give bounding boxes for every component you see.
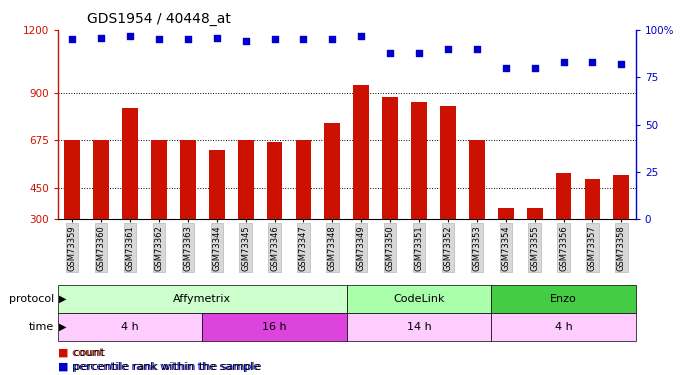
Bar bbox=[354, 85, 369, 282]
Point bbox=[558, 59, 569, 65]
Bar bbox=[58, 313, 203, 341]
Point bbox=[269, 36, 280, 42]
Point bbox=[443, 46, 454, 52]
Bar bbox=[296, 141, 311, 282]
Point bbox=[616, 61, 627, 67]
Bar bbox=[613, 175, 629, 282]
Bar bbox=[58, 285, 347, 313]
Text: CodeLink: CodeLink bbox=[393, 294, 445, 304]
Bar bbox=[347, 285, 492, 313]
Point bbox=[154, 36, 165, 42]
Text: Affymetrix: Affymetrix bbox=[173, 294, 231, 304]
Bar bbox=[498, 208, 513, 282]
Bar bbox=[93, 141, 109, 282]
Text: percentile rank within the sample: percentile rank within the sample bbox=[70, 363, 261, 372]
Point bbox=[67, 36, 78, 42]
Point bbox=[240, 38, 251, 44]
Text: protocol: protocol bbox=[9, 294, 54, 304]
Bar bbox=[180, 141, 196, 282]
Bar bbox=[238, 141, 254, 282]
Bar bbox=[209, 150, 224, 282]
Text: 4 h: 4 h bbox=[555, 322, 573, 332]
Text: Enzo: Enzo bbox=[550, 294, 577, 304]
Bar bbox=[151, 141, 167, 282]
Bar bbox=[324, 123, 340, 282]
Point bbox=[124, 33, 135, 39]
Point bbox=[587, 59, 598, 65]
Point bbox=[298, 36, 309, 42]
Point bbox=[96, 34, 107, 40]
Bar bbox=[492, 313, 636, 341]
Text: ▶: ▶ bbox=[59, 322, 67, 332]
Point bbox=[356, 33, 367, 39]
Text: ■ count: ■ count bbox=[58, 348, 103, 357]
Point bbox=[211, 34, 222, 40]
Point bbox=[500, 65, 511, 71]
Text: time: time bbox=[29, 322, 54, 332]
Bar bbox=[440, 106, 456, 282]
Bar bbox=[122, 108, 138, 282]
Text: ▶: ▶ bbox=[59, 294, 67, 304]
Bar bbox=[411, 102, 427, 282]
Text: ■ percentile rank within the sample: ■ percentile rank within the sample bbox=[58, 363, 260, 372]
Bar bbox=[267, 141, 282, 282]
Bar bbox=[347, 313, 492, 341]
Bar bbox=[527, 208, 543, 282]
Text: 16 h: 16 h bbox=[262, 322, 287, 332]
Point bbox=[385, 50, 396, 56]
Bar bbox=[585, 179, 600, 282]
Bar bbox=[556, 173, 571, 282]
Point bbox=[529, 65, 540, 71]
Bar bbox=[492, 285, 636, 313]
Text: 14 h: 14 h bbox=[407, 322, 431, 332]
Text: count: count bbox=[70, 348, 105, 357]
Point bbox=[413, 50, 424, 56]
Bar bbox=[65, 141, 80, 282]
Point bbox=[471, 46, 482, 52]
Bar bbox=[203, 313, 347, 341]
Point bbox=[327, 36, 338, 42]
Bar bbox=[469, 141, 485, 282]
Text: GDS1954 / 40448_at: GDS1954 / 40448_at bbox=[87, 12, 231, 26]
Bar bbox=[382, 98, 398, 282]
Point bbox=[182, 36, 193, 42]
Text: 4 h: 4 h bbox=[121, 322, 139, 332]
